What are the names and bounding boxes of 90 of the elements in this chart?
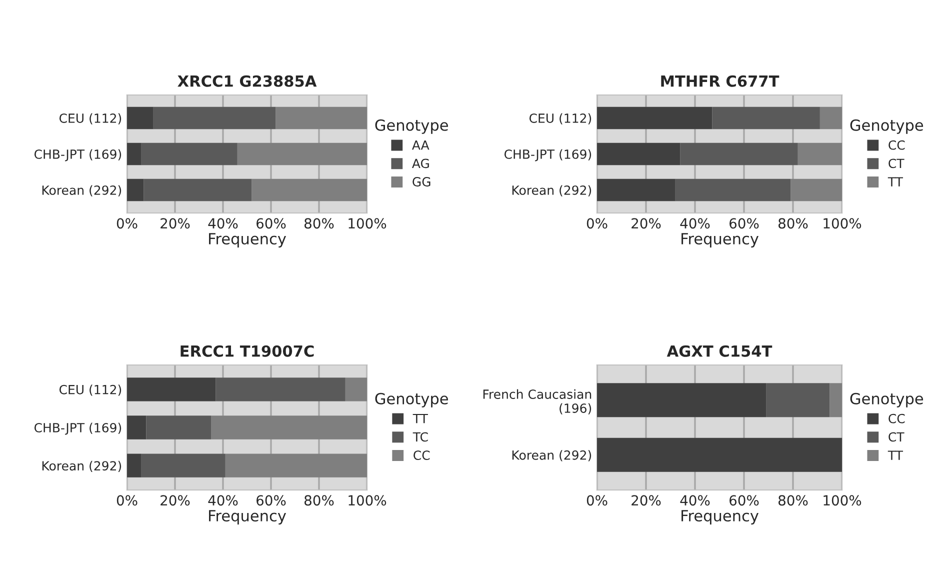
x-tick-label: 60% (256, 495, 286, 506)
chart-title: AGXT C154T (666, 345, 772, 357)
x-tick-label: 40% (680, 495, 710, 506)
y-tick-label: French Caucasian (196) (483, 389, 592, 414)
legend-label: TT (412, 414, 428, 424)
legend-label: CC (414, 450, 430, 460)
bar (597, 438, 842, 472)
legend-label: TT (888, 450, 904, 460)
x-tick-label: 60% (730, 218, 759, 229)
bar (712, 106, 820, 130)
x-axis-title: Frequency (682, 233, 759, 248)
x-axis-title: Frequency (209, 510, 286, 524)
legend-title: Genotype (375, 392, 448, 408)
x-axis-title: Frequency (209, 233, 286, 248)
bar (237, 142, 367, 166)
legend-label: CC (888, 140, 905, 150)
y-tick-label: Korean (292) (42, 185, 122, 196)
y-tick-label: Korean (292) (512, 450, 592, 462)
legend-label: GG (412, 177, 430, 186)
bar (211, 416, 367, 440)
legend-title: Genotype (850, 392, 924, 408)
bar (276, 106, 367, 130)
x-tick-label: 40% (680, 218, 710, 229)
bar (127, 106, 154, 130)
legend-label: TT (888, 177, 904, 186)
x-tick-label: 40% (208, 495, 238, 506)
x-tick-label: 0% (116, 218, 138, 229)
y-tick-label: CEU (112) (59, 113, 122, 124)
y-tick-label: CHB-JPT (169) (34, 149, 122, 162)
legend-label: TC (412, 432, 428, 442)
legend-label: CT (888, 432, 904, 442)
bar (597, 178, 676, 202)
bar (127, 416, 146, 440)
x-tick-label: 100% (348, 218, 386, 229)
bar (790, 178, 842, 202)
y-tick-label: CHB-JPT (169) (504, 149, 592, 162)
bar (597, 106, 712, 130)
y-tick-label: CEU (112) (59, 384, 122, 396)
x-tick-label: 80% (304, 495, 334, 506)
bar (597, 142, 680, 166)
bar (141, 454, 226, 478)
x-tick-label: 80% (778, 218, 808, 229)
x-tick-label: 100% (824, 218, 862, 229)
legend-title: Genotype (375, 119, 448, 134)
chart-title: ERCC1 T19007C (180, 345, 314, 357)
x-tick-label: 20% (632, 495, 661, 506)
legend-label: CC (888, 414, 905, 424)
bar (597, 383, 766, 418)
x-tick-label: 100% (348, 495, 386, 506)
y-tick-label: CEU (112) (529, 113, 592, 124)
x-tick-label: 0% (116, 495, 138, 506)
x-tick-label: 0% (586, 218, 608, 229)
bar (675, 178, 791, 202)
legend-label: AG (412, 158, 429, 168)
x-tick-label: 100% (824, 495, 862, 506)
x-tick-label: 20% (632, 218, 661, 229)
bar (820, 106, 842, 130)
legend-label: CT (888, 158, 904, 168)
y-tick-label: Korean (292) (42, 460, 122, 472)
x-tick-label: 60% (256, 218, 286, 229)
bar (225, 454, 367, 478)
legend-label: AA (412, 140, 430, 150)
x-tick-label: 20% (160, 495, 190, 506)
bar (345, 378, 367, 402)
x-tick-label: 0% (586, 495, 608, 506)
x-tick-label: 80% (778, 495, 808, 506)
bar (127, 178, 144, 202)
bar (766, 383, 830, 418)
bar (141, 142, 238, 166)
x-tick-label: 80% (304, 218, 334, 229)
bar (830, 383, 842, 418)
bar (216, 378, 346, 402)
bar (146, 416, 211, 440)
chart-title: MTHFR C677T (661, 75, 780, 87)
bar (798, 142, 842, 166)
bar (680, 142, 798, 166)
bar (127, 142, 142, 166)
y-tick-label: Korean (292) (512, 185, 592, 196)
bar (252, 178, 367, 202)
legend-title: Genotype (850, 119, 924, 134)
bar (153, 106, 276, 130)
x-tick-label: 60% (730, 495, 759, 506)
x-axis-title: Frequency (682, 510, 759, 524)
bar (144, 178, 252, 202)
x-tick-label: 40% (208, 218, 238, 229)
y-tick-label: CHB-JPT (169) (34, 422, 122, 435)
bar (127, 378, 216, 402)
x-tick-label: 20% (160, 218, 190, 229)
chart-title: XRCC1 G23885A (178, 75, 317, 87)
bar (127, 454, 142, 478)
